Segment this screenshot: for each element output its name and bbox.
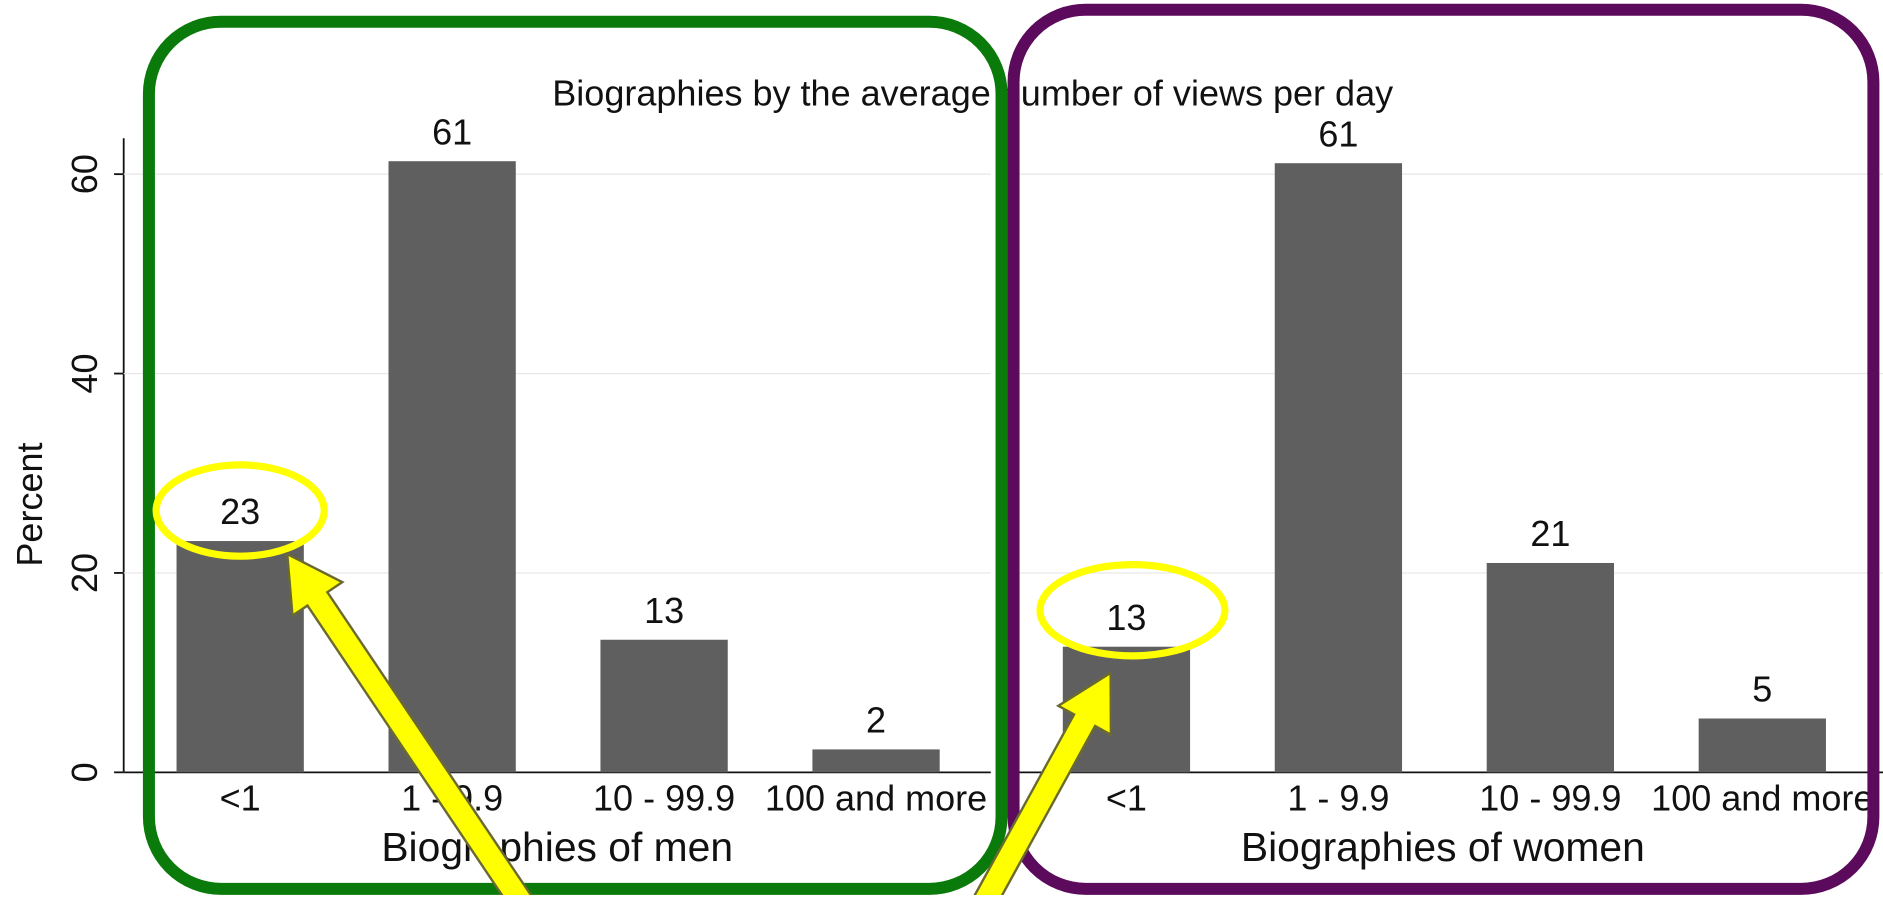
x-tick-label: 100 and more (765, 778, 987, 819)
bar (812, 749, 940, 773)
x-tick-label: 1 - 9.9 (1287, 778, 1389, 819)
x-tick-label: <1 (1106, 778, 1147, 819)
x-axis-label: Biographies of men (381, 824, 733, 870)
annotations (142, 3, 1880, 900)
y-axis-label: Percent (9, 442, 50, 566)
arrow (966, 670, 1113, 900)
value-label: 13 (1106, 597, 1146, 638)
value-label: 23 (220, 491, 260, 532)
men-highlight-box (142, 15, 1008, 895)
bar (1274, 163, 1403, 773)
highlight-ellipse (152, 461, 328, 560)
value-label: 13 (644, 590, 684, 631)
value-label: 5 (1752, 669, 1772, 710)
bar (176, 541, 304, 773)
bar (1698, 718, 1826, 773)
y-tick-label: 20 (64, 553, 105, 593)
chart-title: Biographies by the average number of vie… (552, 73, 1393, 114)
bar (388, 161, 516, 773)
x-tick-label: 10 - 99.9 (593, 778, 735, 819)
y-tick-label: 0 (64, 762, 105, 782)
value-label: 2 (866, 700, 886, 741)
bar (1486, 562, 1614, 773)
y-tick-label: 40 (64, 354, 105, 394)
y-tick-label: 60 (64, 154, 105, 194)
bar (600, 639, 728, 773)
value-label: 61 (432, 111, 472, 152)
highlight-ellipse (1036, 560, 1229, 660)
women-highlight-box (1007, 3, 1880, 895)
value-label: 21 (1530, 513, 1570, 554)
arrow (285, 551, 541, 900)
plot-area: 0 20 40 60 23 <1 61 1 - 9.9 13 10 - 99.9 2 100 and … (64, 111, 1883, 870)
x-tick-label: 10 - 99.9 (1479, 778, 1621, 819)
x-tick-label: <1 (220, 778, 261, 819)
x-tick-label: 100 and more (1651, 778, 1873, 819)
x-axis-label: Biographies of women (1241, 824, 1645, 870)
value-label: 61 (1318, 113, 1358, 154)
